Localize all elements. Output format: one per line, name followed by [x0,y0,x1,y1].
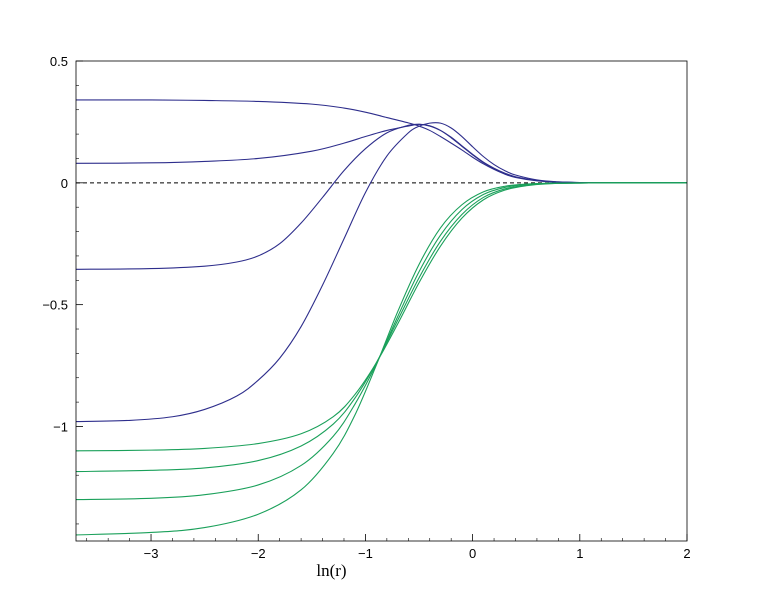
series-line-3 [75,123,688,270]
x-tick-label: 0 [469,546,476,561]
series-line-1 [75,99,688,184]
series-line-4 [75,122,688,423]
series-line-7 [75,182,688,501]
y-tick-label: 0.5 [50,54,68,69]
x-tick-label: −2 [251,546,266,561]
x-axis-title: ln(r) [316,561,346,580]
x-tick-label: 1 [576,546,583,561]
x-tick-label: 2 [683,546,690,561]
plot-frame [75,60,688,542]
y-tick-label: −1 [53,419,68,434]
series-line-5 [75,182,688,452]
series-line-6 [75,182,688,473]
series-group [75,99,688,536]
series-line-2 [75,123,688,184]
y-tick-label: −0.5 [42,298,68,313]
x-tick-label: −1 [358,546,373,561]
x-tick-label: −3 [144,546,159,561]
y-tick-label: 0 [61,176,68,191]
series-line-8 [75,182,687,536]
axis-ticks [76,60,688,541]
tick-labels: −3 −2 −1 0 1 2 0.5 0 −0.5 −1 [42,54,690,561]
